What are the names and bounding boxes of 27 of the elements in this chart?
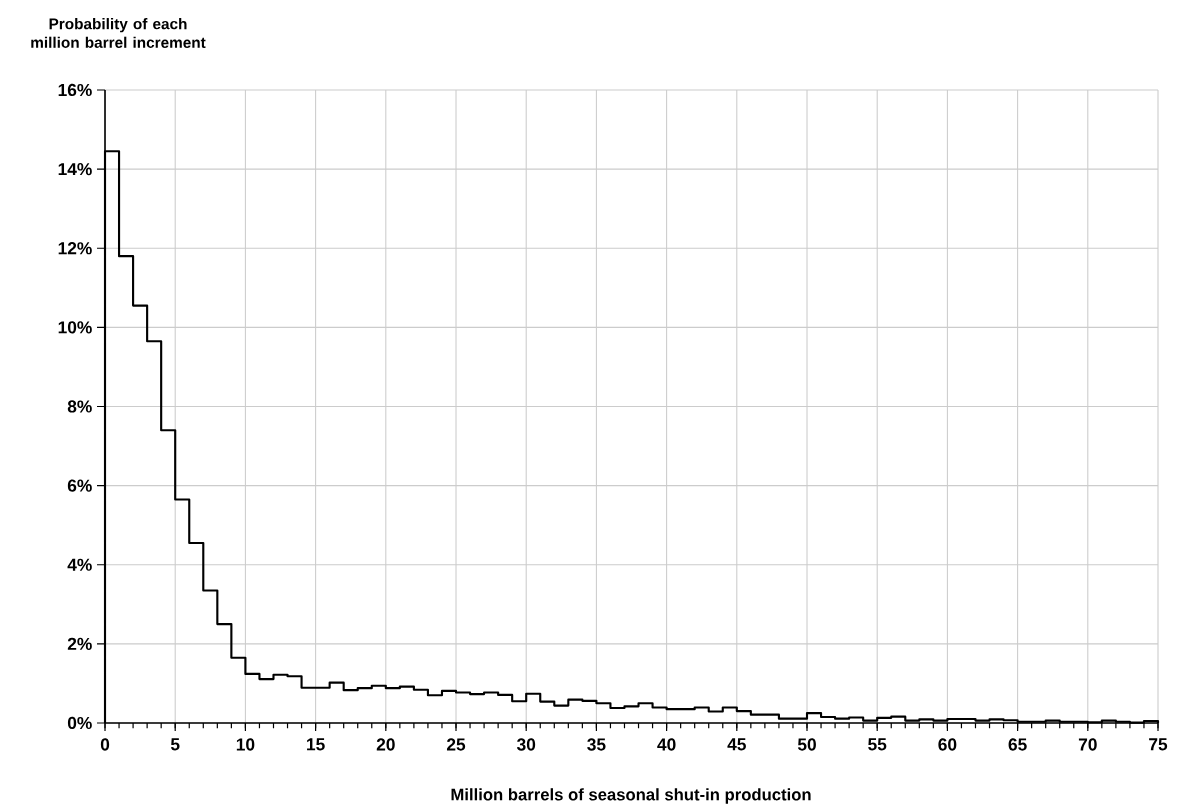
y-tick-label: 2%: [67, 637, 92, 650]
x-tick-label: 0: [100, 738, 110, 751]
x-tick-label: 65: [1008, 738, 1027, 751]
y-tick-label: 8%: [67, 400, 92, 413]
x-tick-label: 35: [587, 738, 606, 751]
x-tick-label: 45: [727, 738, 746, 751]
y-axis-title: Probability of each million barrel increment: [31, 18, 206, 48]
x-tick-label: 30: [516, 738, 536, 751]
x-tick-label: 70: [1078, 738, 1097, 751]
y-tick-label: 6%: [67, 479, 92, 492]
x-tick-label: 25: [446, 738, 466, 751]
y-tick-label: 14%: [58, 163, 92, 176]
y-tick-label: 12%: [58, 242, 92, 255]
y-tick-label: 4%: [67, 558, 92, 571]
x-tick-label: 20: [376, 738, 395, 751]
x-tick-label: 40: [657, 738, 676, 751]
x-tick-label: 60: [938, 738, 957, 751]
x-tick-label: 15: [307, 738, 325, 751]
x-axis-title: Million barrels of seasonal shut-in production: [451, 788, 811, 804]
y-tick-label: 0%: [67, 716, 92, 730]
y-tick-label: 16%: [58, 83, 92, 97]
x-tick-label: 10: [236, 738, 255, 751]
x-tick-label: 55: [868, 738, 887, 751]
x-tick-label: 50: [797, 738, 816, 751]
x-tick-label: 75: [1149, 738, 1168, 751]
y-tick-label: 10%: [58, 321, 92, 334]
x-tick-label: 5: [170, 738, 180, 751]
